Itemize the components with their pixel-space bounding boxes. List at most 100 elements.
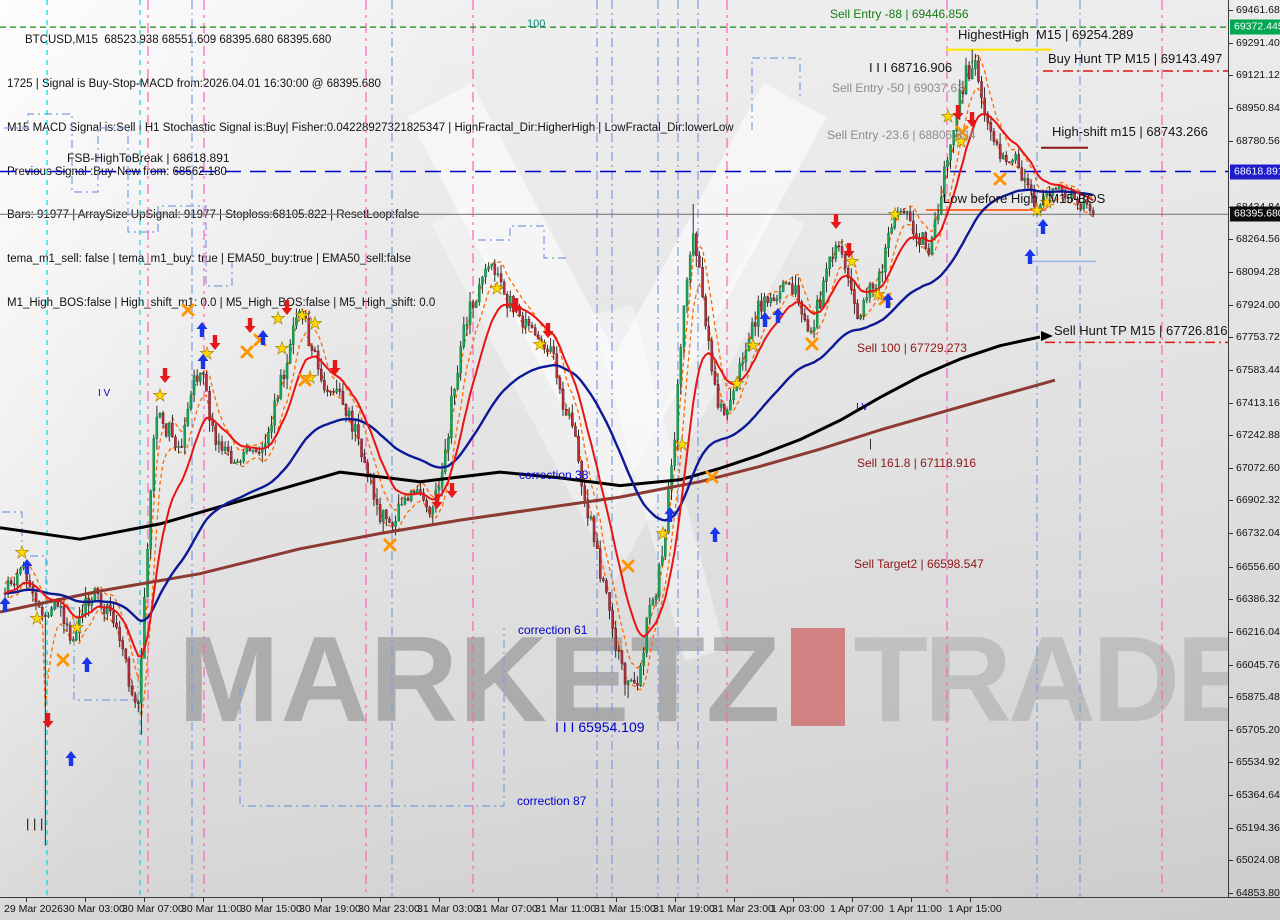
buy-arrow-marker bbox=[197, 354, 209, 369]
buy-arrow-marker bbox=[81, 657, 93, 672]
time-axis-label: 30 Mar 19:00 bbox=[299, 903, 361, 915]
time-axis-tick bbox=[85, 898, 86, 902]
time-axis-label: 1 Apr 11:00 bbox=[889, 903, 942, 915]
buy-arrow-marker bbox=[772, 308, 784, 323]
price-axis-tick bbox=[1229, 827, 1233, 829]
star-marker: ★ bbox=[294, 306, 309, 325]
cross-marker bbox=[705, 470, 719, 484]
cross-marker bbox=[240, 345, 254, 359]
price-axis-label: 65194.360 bbox=[1236, 821, 1280, 834]
sell-arrow-marker bbox=[42, 713, 54, 728]
ema-fast-line bbox=[4, 113, 1094, 658]
candle-wicks bbox=[4, 49, 1094, 846]
buy-arrow-marker bbox=[65, 751, 77, 766]
star-marker: ★ bbox=[745, 336, 760, 355]
horizontal-level-lines[interactable] bbox=[0, 26, 1228, 344]
time-axis-label: 31 Mar 23:00 bbox=[712, 903, 774, 915]
price-axis-label: 66386.320 bbox=[1236, 593, 1280, 606]
price-axis-label: 66732.040 bbox=[1236, 527, 1280, 540]
time-axis-tick bbox=[262, 898, 263, 902]
time-axis-label: 30 Mar 15:00 bbox=[240, 903, 302, 915]
time-axis-tick bbox=[26, 898, 27, 902]
star-marker: ★ bbox=[532, 335, 547, 354]
sell-arrow-marker bbox=[209, 335, 221, 350]
star-marker: ★ bbox=[29, 609, 44, 628]
price-axis-tick bbox=[1229, 107, 1233, 109]
price-axis-tick bbox=[1229, 304, 1233, 306]
cross-marker bbox=[955, 125, 969, 139]
candles-bear bbox=[3, 60, 1095, 704]
price-axis-tick bbox=[1229, 337, 1233, 339]
price-axis-tick bbox=[1229, 664, 1233, 666]
price-axis-tick bbox=[1229, 762, 1233, 764]
star-marker: ★ bbox=[870, 285, 885, 304]
buy-arrow-marker bbox=[1037, 219, 1049, 234]
price-axis-tick bbox=[1229, 272, 1233, 274]
time-axis-label: 30 Mar 03:00 bbox=[63, 903, 125, 915]
ema-slow-line bbox=[4, 188, 1094, 623]
price-axis-label: 68950.840 bbox=[1236, 101, 1280, 114]
price-axis-tick bbox=[1229, 729, 1233, 731]
candles-bull bbox=[6, 60, 1086, 704]
price-axis-label: 65024.080 bbox=[1236, 854, 1280, 867]
time-axis-label: 31 Mar 03:00 bbox=[417, 903, 479, 915]
ma-trend2-line bbox=[0, 378, 1056, 614]
buy-arrow-marker bbox=[709, 527, 721, 542]
buy-arrow-marker bbox=[1024, 249, 1036, 264]
time-axis-tick bbox=[439, 898, 440, 902]
price-axis-tick bbox=[1229, 75, 1233, 77]
price-axis-tick bbox=[1229, 795, 1233, 797]
time-axis-label: 31 Mar 19:00 bbox=[653, 903, 715, 915]
star-marker: ★ bbox=[489, 279, 504, 298]
cross-marker bbox=[181, 303, 195, 317]
time-axis[interactable]: 29 Mar 2026 30 Mar 03:00 30 Mar 07:00 30 Ma… bbox=[0, 897, 1280, 920]
price-axis-label: 66216.040 bbox=[1236, 625, 1280, 638]
cross-marker bbox=[805, 337, 819, 351]
time-axis-tick bbox=[911, 898, 912, 902]
sell-arrow-marker bbox=[952, 105, 964, 120]
time-axis-tick bbox=[793, 898, 794, 902]
sell-arrow-marker bbox=[966, 112, 978, 127]
price-axis-label: 65364.640 bbox=[1236, 789, 1280, 802]
price-axis-tick bbox=[1229, 239, 1233, 241]
price-axis-tick bbox=[1229, 893, 1233, 894]
price-axis-label: 67583.440 bbox=[1236, 363, 1280, 376]
price-axis-label: 65705.200 bbox=[1236, 723, 1280, 736]
star-marker: ★ bbox=[274, 339, 289, 358]
cross-marker bbox=[993, 172, 1007, 186]
time-axis-tick bbox=[852, 898, 853, 902]
price-chart[interactable]: ★★ ★★★★ ★★★★★★★★★★★★★★★★★ bbox=[0, 0, 1228, 897]
buy-arrow-marker bbox=[21, 559, 33, 574]
price-marker-box: 68618.891 bbox=[1230, 164, 1280, 179]
sell-arrow-marker bbox=[244, 318, 256, 333]
time-axis-label: 30 Mar 23:00 bbox=[358, 903, 420, 915]
price-marker-box: 69372.445 bbox=[1230, 19, 1280, 35]
time-axis-label: 31 Mar 11:00 bbox=[535, 903, 597, 915]
star-marker: ★ bbox=[1029, 201, 1044, 220]
chart-area[interactable]: MARKETZ TRADE BTCUSD,M15 68523.938 68551… bbox=[0, 0, 1228, 897]
signal-markers: ★★ ★★★★ ★★★★★★★★★★★★★★★★★ bbox=[0, 105, 1055, 766]
price-axis-label: 68264.560 bbox=[1236, 233, 1280, 246]
price-axis-label: 67753.720 bbox=[1236, 331, 1280, 344]
time-axis-tick bbox=[616, 898, 617, 902]
sell-arrow-marker bbox=[329, 360, 341, 375]
price-axis-label: 67242.880 bbox=[1236, 429, 1280, 442]
sell-arrow-marker bbox=[843, 243, 855, 258]
price-axis-tick bbox=[1229, 631, 1233, 633]
price-axis-label: 69121.120 bbox=[1236, 69, 1280, 82]
sell-arrow-marker bbox=[542, 323, 554, 338]
buy-arrow-marker bbox=[0, 597, 11, 612]
price-axis-tick bbox=[1229, 42, 1233, 44]
price-axis-label: 68780.560 bbox=[1236, 134, 1280, 147]
cross-marker bbox=[383, 538, 397, 552]
star-marker: ★ bbox=[14, 543, 29, 562]
time-axis-tick bbox=[557, 898, 558, 902]
price-axis-label: 69461.680 bbox=[1236, 4, 1280, 16]
time-axis-tick bbox=[321, 898, 322, 902]
time-axis-label: 1 Apr 07:00 bbox=[830, 903, 884, 915]
star-marker: ★ bbox=[1039, 193, 1054, 212]
price-axis-label: 65534.920 bbox=[1236, 756, 1280, 769]
price-axis-tick bbox=[1229, 599, 1233, 601]
price-axis[interactable]: 69461.680 69291.400 69121.120 68950.840 6878… bbox=[1228, 0, 1280, 899]
sell-arrow-marker bbox=[510, 298, 522, 313]
